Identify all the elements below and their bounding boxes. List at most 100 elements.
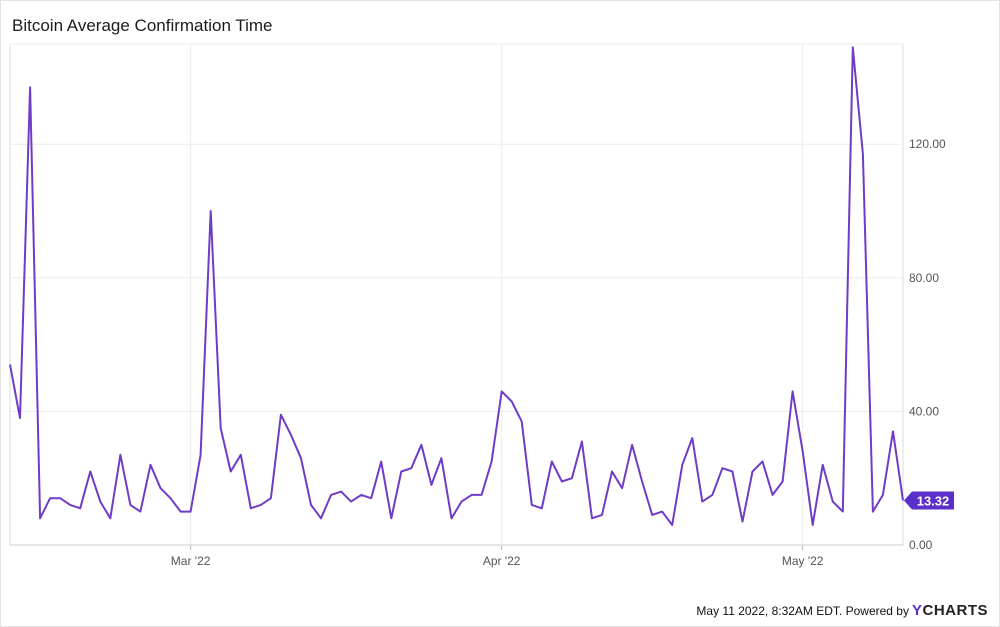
y-tick-label: 120.00 <box>909 137 946 151</box>
data-point <box>791 390 793 392</box>
y-tick-label: 40.00 <box>909 404 939 418</box>
gridlines <box>9 43 904 550</box>
data-point <box>340 490 342 492</box>
ycharts-logo-text: CHARTS <box>922 602 988 619</box>
data-point <box>521 420 523 422</box>
data-point <box>641 480 643 482</box>
data-point <box>9 363 11 365</box>
data-point <box>430 484 432 486</box>
last-value-label: 13.32 <box>917 494 950 509</box>
data-point <box>370 497 372 499</box>
data-point <box>199 454 201 456</box>
data-point <box>360 494 362 496</box>
data-point <box>621 487 623 489</box>
last-value-badge: 13.32 <box>904 491 954 510</box>
data-point <box>320 517 322 519</box>
ycharts-logo[interactable]: YCHARTS <box>912 602 988 619</box>
data-point <box>691 437 693 439</box>
ycharts-logo-y: Y <box>911 602 923 619</box>
data-point <box>29 86 31 88</box>
data-point <box>220 427 222 429</box>
footer: May 11 2022, 8:32AM EDT. Powered by YCHA… <box>696 602 988 619</box>
data-point <box>781 480 783 482</box>
data-point <box>410 467 412 469</box>
data-point <box>300 457 302 459</box>
data-point <box>129 504 131 506</box>
data-point <box>240 454 242 456</box>
data-point <box>561 480 563 482</box>
data-point <box>99 500 101 502</box>
data-point <box>531 504 533 506</box>
data-point <box>290 434 292 436</box>
data-point <box>480 494 482 496</box>
data-point <box>511 400 513 402</box>
data-point <box>59 497 61 499</box>
chart-title: Bitcoin Average Confirmation Time <box>12 16 273 35</box>
data-point <box>159 487 161 489</box>
data-point <box>711 494 713 496</box>
last-value-badge-bg <box>904 491 954 510</box>
data-point <box>380 460 382 462</box>
data-point <box>882 494 884 496</box>
data-point <box>260 504 262 506</box>
data-point <box>581 440 583 442</box>
data-point <box>109 517 111 519</box>
data-point <box>852 46 854 48</box>
data-point <box>651 514 653 516</box>
data-point <box>761 460 763 462</box>
data-point <box>250 507 252 509</box>
data-point <box>601 514 603 516</box>
data-point <box>731 470 733 472</box>
y-tick-label: 0.00 <box>909 538 933 552</box>
data-point <box>69 504 71 506</box>
data-point <box>591 517 593 519</box>
data-point <box>892 430 894 432</box>
data-point <box>89 470 91 472</box>
data-point <box>490 460 492 462</box>
x-tick-label: May '22 <box>782 554 824 568</box>
data-point <box>460 500 462 502</box>
data-point <box>771 494 773 496</box>
data-point <box>280 414 282 416</box>
data-point <box>230 470 232 472</box>
data-point <box>420 444 422 446</box>
footer-timestamp: May 11 2022, 8:32AM EDT. <box>696 604 843 618</box>
data-point <box>501 390 503 392</box>
data-point <box>822 464 824 466</box>
data-point <box>470 494 472 496</box>
data-point <box>571 477 573 479</box>
data-point <box>169 497 171 499</box>
footer-powered-by: Powered by <box>845 604 909 618</box>
data-point <box>701 500 703 502</box>
data-point <box>179 510 181 512</box>
data-point <box>19 417 21 419</box>
y-tick-label: 80.00 <box>909 271 939 285</box>
data-point <box>310 504 312 506</box>
data-point <box>832 500 834 502</box>
data-point <box>450 517 452 519</box>
data-point <box>551 460 553 462</box>
data-point <box>189 510 191 512</box>
data-point <box>862 153 864 155</box>
data-point <box>902 499 904 501</box>
data-point <box>842 510 844 512</box>
data-point <box>400 470 402 472</box>
x-tick-label: Mar '22 <box>171 554 211 568</box>
data-point <box>350 500 352 502</box>
data-point <box>721 467 723 469</box>
data-point <box>661 510 663 512</box>
data-point <box>741 520 743 522</box>
data-point <box>39 517 41 519</box>
data-point <box>681 464 683 466</box>
data-point <box>270 497 272 499</box>
data-point <box>49 497 51 499</box>
data-point <box>390 517 392 519</box>
data-point <box>210 210 212 212</box>
data-point <box>440 457 442 459</box>
series-line <box>9 46 904 526</box>
data-point <box>149 464 151 466</box>
axis-ticks: 0.00 40.00 80.00 120.00 Mar '22 Apr '22 May '2… <box>171 137 946 568</box>
series-layer <box>9 46 904 526</box>
data-point <box>330 494 332 496</box>
